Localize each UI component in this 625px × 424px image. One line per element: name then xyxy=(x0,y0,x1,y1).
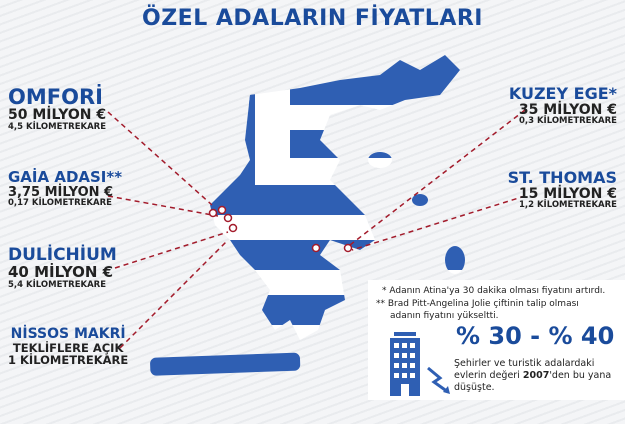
connector-lines xyxy=(107,109,526,349)
island-nissos-makri: NİSSOS MAKRİ TEKLİFLERE AÇIK 1 KİLOMETRE… xyxy=(8,326,129,367)
building-icon xyxy=(390,332,450,396)
island-kuzey-ege: KUZEY EGE* 35 MİLYON € 0,3 KİLOMETREKARE xyxy=(508,84,617,127)
footnote-1: * Adanın Atina'ya 30 dakika olması fiyat… xyxy=(382,286,606,296)
page-title: ÖZEL ADALARIN FİYATLARI xyxy=(142,6,483,31)
percent-stat: % 30 - % 40 xyxy=(456,322,615,350)
footnote-2: ** Brad Pitt-Angelina Jolie çiftinin tal… xyxy=(376,299,579,309)
island-gaia: GAİA ADASI** 3,75 MİLYON € 0,17 KİLOMETR… xyxy=(8,168,123,209)
island-dulichium: DULİCHİUM 40 MİLYON € 5,4 KİLOMETREKARE xyxy=(8,245,117,290)
footnote-2-cont: adanın fiyatını yükseltti. xyxy=(390,311,499,321)
island-omfori: OMFORİ 50 MİLYON € 4,5 KİLOMETREKARE xyxy=(8,85,107,132)
location-pin-icon xyxy=(208,205,353,253)
downtrend-arrow-icon xyxy=(427,366,449,394)
island-st-thomas: ST. THOMAS 15 MİLYON € 1,2 KİLOMETREKARE xyxy=(507,168,617,211)
stat-description: Şehirler ve turistik adalardaki evlerin … xyxy=(454,358,612,393)
info-box: * Adanın Atina'ya 30 dakika olması fiyat… xyxy=(368,280,625,400)
